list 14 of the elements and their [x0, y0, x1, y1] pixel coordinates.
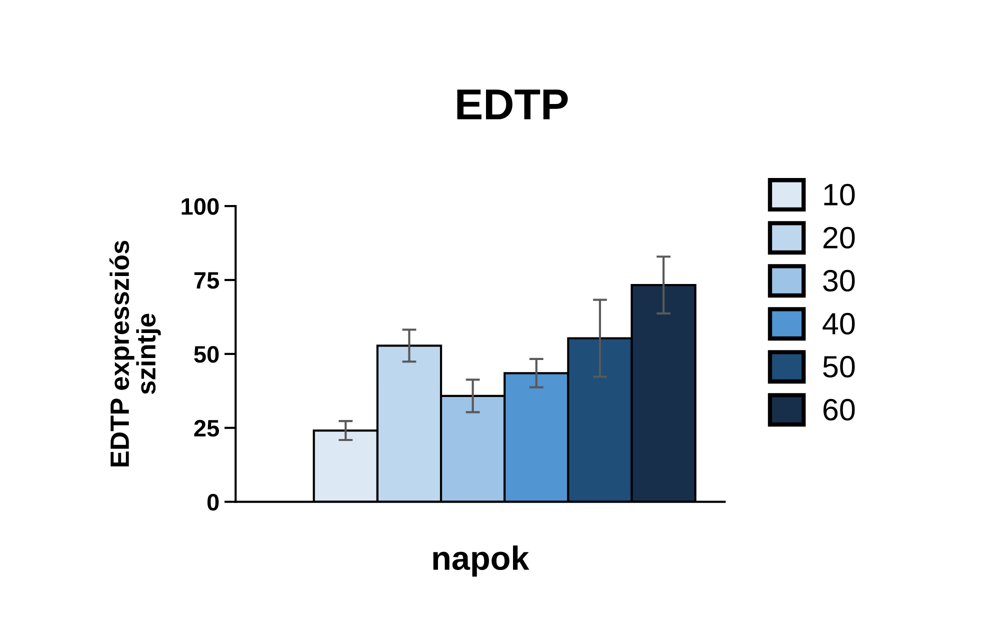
y-tick-label: 0 — [207, 494, 219, 511]
legend-label: 60 — [823, 398, 855, 421]
y-tick-label: 75 — [194, 272, 219, 289]
legend-label: 30 — [823, 270, 855, 292]
legend-label: 10 — [824, 184, 855, 206]
y-tick-label: 100 — [182, 198, 219, 215]
chart-title: EDTP — [457, 90, 568, 120]
legend-label: 40 — [822, 312, 855, 335]
y-tick-label: 50 — [194, 346, 219, 363]
x-axis-title: napok — [433, 546, 530, 577]
y-tick-label: 25 — [194, 420, 219, 437]
legend-label: 50 — [823, 356, 855, 378]
y-axis-title: EDTP expressziós szintje — [109, 240, 161, 466]
legend-label: 20 — [823, 226, 855, 249]
